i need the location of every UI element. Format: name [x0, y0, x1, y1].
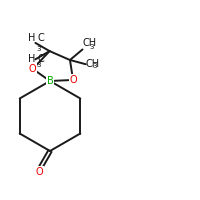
Text: O: O — [69, 75, 77, 85]
Text: O: O — [36, 167, 44, 177]
Text: 3: 3 — [36, 46, 41, 52]
Text: H: H — [28, 33, 35, 43]
Text: 3: 3 — [36, 62, 41, 68]
Text: 3: 3 — [92, 63, 97, 69]
Text: B: B — [47, 76, 53, 86]
Text: C: C — [38, 54, 45, 64]
Text: 3: 3 — [89, 44, 94, 50]
Text: CH: CH — [83, 38, 97, 48]
Text: O: O — [29, 64, 37, 74]
Text: H: H — [28, 54, 35, 64]
Text: C: C — [38, 33, 45, 43]
Text: CH: CH — [86, 59, 100, 69]
